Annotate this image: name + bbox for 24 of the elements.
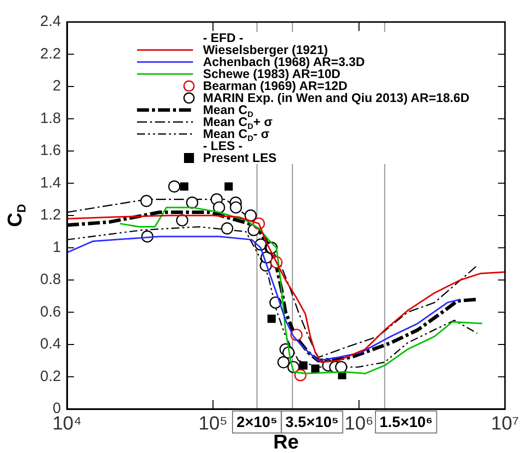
x-tick-label: 10⁷ — [490, 414, 520, 435]
ref-line-label: 3.5×10⁵ — [285, 414, 339, 432]
x-axis-title: Re — [273, 432, 299, 453]
legend-label: Present LES — [202, 151, 277, 165]
x-tick-label: 10⁶ — [344, 414, 374, 435]
ref-line-label: 2×10⁵ — [236, 414, 278, 432]
x-tick-label: 10⁵ — [198, 414, 228, 435]
y-tick-label: 1 — [52, 238, 61, 256]
y-tick-label: 1.8 — [40, 110, 61, 127]
y-tick-label: 0.8 — [40, 271, 61, 288]
y-axis-title: CD — [4, 204, 28, 228]
y-tick-label: 1.6 — [40, 142, 61, 160]
y-tick-label: 1.2 — [40, 206, 61, 224]
y-tick-label: 2.4 — [40, 13, 61, 30]
y-tick-label: 1.4 — [40, 174, 61, 192]
y-tick-label: 0.6 — [40, 303, 61, 320]
y-tick-label: 0.4 — [40, 336, 61, 353]
y-tick-label: 2 — [52, 78, 61, 95]
y-tick-label: 2.2 — [40, 45, 61, 62]
y-tick-label: 0.2 — [40, 368, 61, 385]
ref-line-label: 1.5×10⁶ — [379, 414, 433, 432]
legend-title: - EFD - — [202, 31, 244, 45]
annotation: - LES - — [202, 139, 243, 153]
legend-label: Wieselsberger (1921) — [202, 43, 328, 57]
